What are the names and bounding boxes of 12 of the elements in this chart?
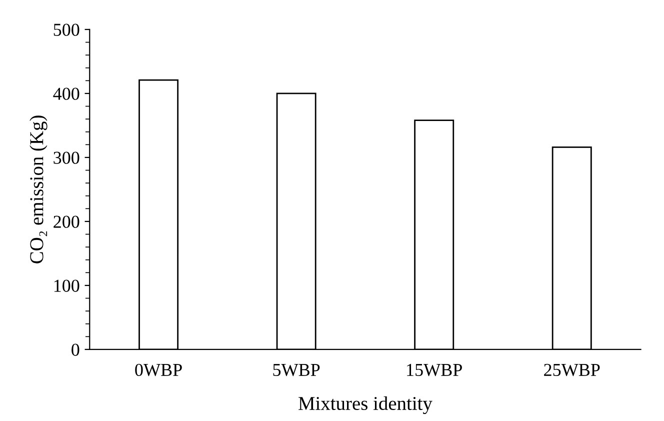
y-tick-label: 500	[54, 24, 80, 36]
y-tick-label: 400	[53, 88, 80, 100]
y-tick-label: 100	[54, 280, 80, 292]
y-tick-label: 300	[54, 152, 80, 164]
x-tick-label: 5WBP	[273, 364, 320, 376]
x-tick-label: 25WBP	[544, 364, 600, 376]
y-tick-label: 200	[54, 216, 80, 228]
y-tick-label: 0	[72, 344, 80, 356]
y-axis-title: CO₂ emission (Kg)	[30, 116, 48, 264]
x-axis-title: Mixtures identity	[298, 396, 432, 414]
x-tick-label: 15WBP	[407, 364, 462, 376]
x-tick-label: 0WBP	[135, 364, 182, 376]
